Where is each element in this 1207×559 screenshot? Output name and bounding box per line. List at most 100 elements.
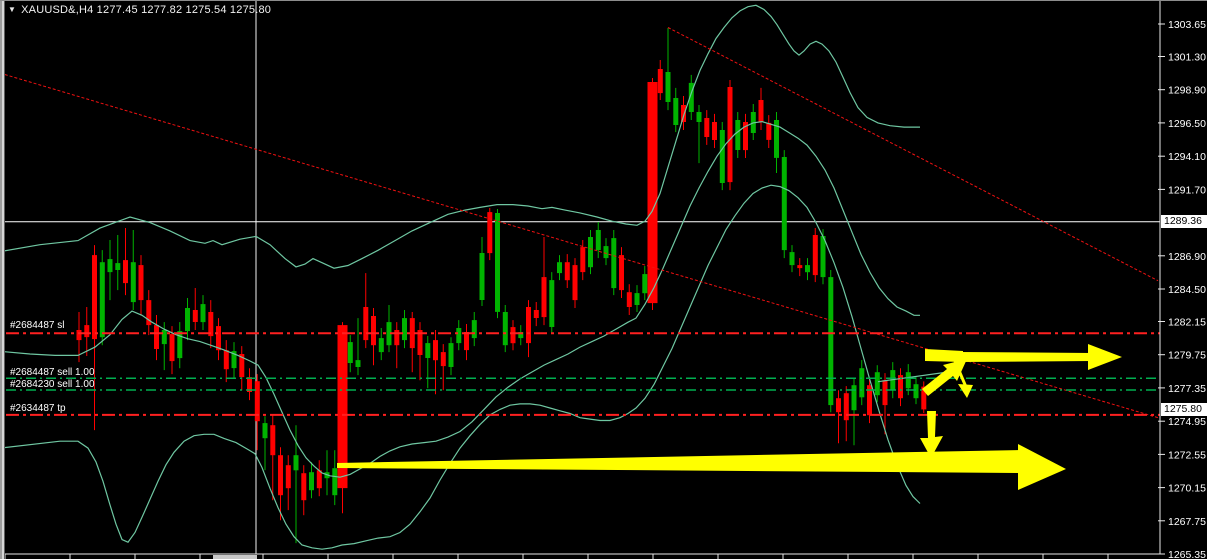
band-extra-segment [877,371,949,383]
candle-body [719,130,725,183]
candle-body [781,157,787,251]
candle-body [138,265,144,301]
candle-body [603,246,609,259]
candle-body [417,330,423,355]
price-tick-label: 1267.75 [1168,516,1206,528]
symbol-header: ▼ XAUUSD&,H4 1277.45 1277.82 1275.54 1275… [8,4,271,16]
candle-body [836,398,841,413]
candle-body [347,342,353,363]
candle-body [92,255,97,340]
yellow-arrow-right-mid-shaft[interactable] [960,352,1092,362]
order-label-take-profit[interactable]: #2634487 tp [10,403,66,414]
candle-body [502,312,508,346]
candle-body [549,280,555,327]
candle-body [278,455,283,496]
order-label-sell-1[interactable]: #2684487 sell 1.00 [10,367,95,378]
price-tick-label: 1303.65 [1168,19,1206,31]
candle-body [735,120,741,150]
yellow-arrow-down-small-head[interactable] [958,384,973,398]
candle-body [107,259,113,273]
candle-body [882,380,888,406]
price-tick-label: 1296.50 [1168,118,1206,130]
candle-body [526,307,531,344]
candle-body [859,368,865,398]
order-label-stop-loss[interactable]: #2684487 sl [10,320,65,331]
price-marker-box-level: 1289.36 [1161,215,1207,228]
candle-body [681,105,686,122]
candle-body [270,425,276,456]
candle-body [130,262,136,303]
candle-body [208,312,214,337]
candle-body [464,332,469,351]
candle-body [262,423,268,439]
bollinger-middle-band [0,120,920,478]
price-tick-label: 1294.10 [1168,151,1206,163]
candle-body [828,277,834,406]
candle-body [301,473,307,501]
candle-body [239,354,245,378]
candle-body [355,360,361,367]
yellow-arrow-down-small-shaft[interactable] [953,360,968,388]
candle-body [647,82,658,304]
yellow-arrow-right-mid-tail[interactable] [925,349,963,362]
candle-body [898,375,903,399]
price-tick-label: 1282.15 [1168,317,1206,329]
price-tick-label: 1291.70 [1168,184,1206,196]
window-top-border [0,0,1207,1]
price-tick-label: 1272.55 [1168,449,1206,461]
candle-body [774,120,779,158]
candle-body [440,352,446,367]
candle-body [843,393,849,421]
candle-body [712,122,717,140]
price-tick-label: 1284.50 [1168,284,1206,296]
bollinger-upper-band [0,4,920,269]
trendline-descending-2[interactable] [667,27,1159,282]
chevron-down-icon[interactable]: ▼ [8,5,17,14]
candle-body [611,238,617,289]
window-left-border [0,0,2,559]
candle-body [789,252,795,266]
candle-body [595,230,601,251]
yellow-arrow-bottom-head[interactable] [1018,444,1066,490]
candle-body [177,331,183,359]
candle-body [76,330,82,341]
yellow-arrow-up-right[interactable] [922,359,967,396]
candle-body [332,468,338,496]
price-tick-label: 1265.35 [1168,549,1206,559]
candle-body [487,212,493,254]
candle-body [851,385,857,411]
candle-body [905,372,911,389]
candle-body [588,237,593,268]
price-tick-label: 1277.35 [1168,383,1206,395]
candle-body [688,82,694,112]
candle-body [115,263,121,270]
price-tick-label: 1279.75 [1168,350,1206,362]
candle-body [371,316,376,346]
price-tick-label: 1270.15 [1168,483,1206,495]
candle-body [185,308,190,332]
yellow-arrow-down[interactable] [920,411,943,458]
order-label-sell-2[interactable]: #2684230 sell 1.00 [10,379,95,390]
candle-body [557,262,562,274]
candle-body [337,325,348,489]
candle-body [820,236,826,278]
candle-body [704,118,710,137]
candle-body [495,213,500,312]
candle-body [99,262,105,338]
candle-body [743,122,748,151]
price-tick-label: 1301.30 [1168,52,1206,64]
yellow-arrow-right-mid-head[interactable] [1088,344,1122,370]
candle-body [541,277,547,318]
candle-body [378,338,384,353]
candlestick-series [76,28,927,544]
candle-body [456,328,462,344]
candle-body [580,247,586,273]
candle-body [634,293,640,305]
candle-body [619,255,624,291]
candle-body [479,253,485,300]
price-marker-box-bid: 1275.80 [1161,403,1207,416]
yellow-arrow-bottom-shaft[interactable] [337,450,1021,473]
candle-body [293,455,299,471]
